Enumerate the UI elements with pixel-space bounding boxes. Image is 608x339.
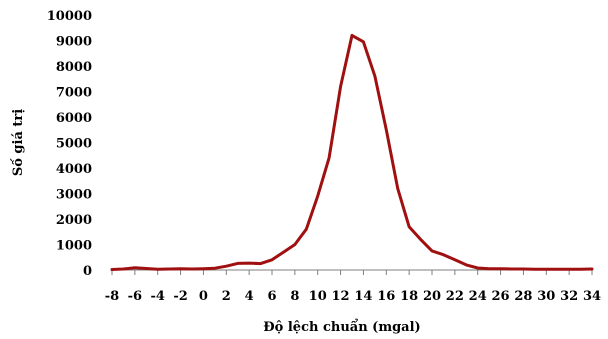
x-tick-label: 26	[492, 289, 510, 304]
series-line	[110, 33, 594, 271]
x-tick-label: 8	[290, 289, 299, 304]
y-tick-label: 8000	[56, 60, 92, 75]
y-tick-label: 0	[83, 264, 92, 279]
x-tick-label: -2	[173, 289, 187, 304]
x-tick-label: 16	[377, 289, 395, 304]
x-tick-label: 2	[222, 289, 231, 304]
y-axis-title: Số giá trị	[10, 109, 26, 176]
x-tick-label: 10	[309, 289, 327, 304]
x-tick-label: 14	[354, 289, 372, 304]
x-tick-label: -4	[150, 289, 164, 304]
x-axis-title: Độ lệch chuẩn (mgal)	[263, 319, 420, 335]
x-tick-label: -6	[128, 289, 142, 304]
y-tick-label: 10000	[47, 9, 92, 24]
x-axis: -8 -6 -4 -2 0 2 4 6 8 10 12 14 16 18 20 22 24 26 28 30 32 34	[105, 270, 601, 304]
y-tick-label: 1000	[56, 239, 92, 254]
y-tick-label: 7000	[56, 86, 92, 101]
x-tick-label: -8	[105, 289, 119, 304]
x-tick-label: 24	[469, 289, 487, 304]
x-tick-label: 20	[423, 289, 441, 304]
x-tick-label: 0	[199, 289, 208, 304]
y-tick-label: 2000	[56, 213, 92, 228]
x-tick-label: 32	[560, 289, 578, 304]
y-tick-label: 4000	[56, 162, 92, 177]
y-tick-label: 5000	[56, 137, 92, 152]
x-tick-label: 6	[267, 289, 276, 304]
x-tick-label: 34	[583, 289, 601, 304]
y-tick-label: 3000	[56, 188, 92, 203]
y-axis: 0 1000 2000 3000 4000 5000 6000 7000 8000 9000 100…	[47, 9, 92, 279]
series-group	[110, 33, 594, 271]
x-tick-label: 30	[537, 289, 555, 304]
x-tick-label: 4	[245, 289, 254, 304]
x-tick-label: 18	[400, 289, 418, 304]
x-tick-label: 28	[514, 289, 532, 304]
x-tick-label: 22	[446, 289, 464, 304]
y-tick-label: 9000	[56, 35, 92, 50]
y-tick-label: 6000	[56, 111, 92, 126]
x-tick-label: 12	[332, 289, 350, 304]
